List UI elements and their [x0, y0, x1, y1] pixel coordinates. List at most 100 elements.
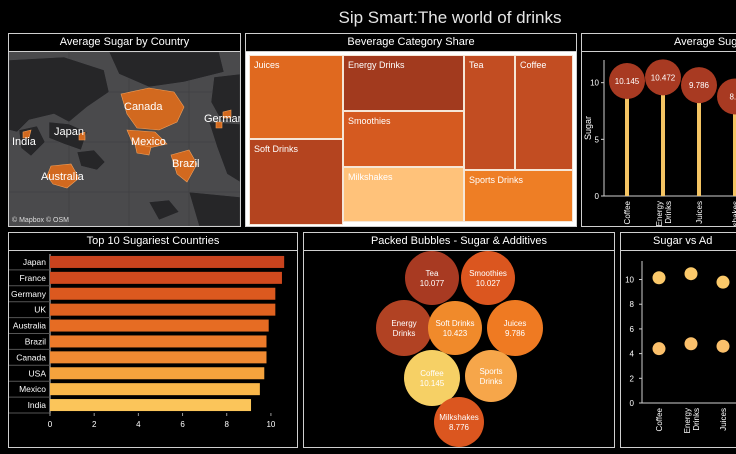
bar-label-australia: Australia: [13, 321, 46, 331]
bubble-label-smoothies: Smoothies 10.027: [469, 269, 507, 288]
map-panel: Average Sugar by Country: [8, 33, 241, 227]
y-tick-label: 8: [630, 300, 635, 309]
lollipop-panel: Average Suga Sugar 0 5 10 10.145 Coffee 10.472…: [581, 33, 736, 227]
bubble-smoothies: [461, 251, 515, 305]
lollipop-head-juices: [681, 67, 717, 104]
y-tick-label: 10: [625, 276, 634, 285]
bubble-sports-drinks: [465, 350, 517, 402]
map-label-mexico: Mexico: [131, 136, 166, 148]
lollipop-panel-title: Average Suga: [582, 34, 736, 52]
y-tick-label: 5: [595, 135, 600, 144]
bubble-soft-drinks: [428, 301, 482, 355]
bar-australia: [50, 319, 269, 332]
top10-panel: Top 10 Sugariest Countries Japan France Ge…: [8, 232, 298, 448]
treemap-tile-label: Tea: [469, 60, 484, 70]
bar-germany: [50, 287, 276, 300]
treemap-tile-juices[interactable]: Juices: [249, 55, 343, 139]
bar-label-canada: Canada: [16, 352, 46, 362]
treemap-panel: Beverage Category Share Juices Energy Dri…: [245, 33, 577, 227]
map-label-germany: Germar: [204, 113, 240, 125]
bubble-panel: Packed Bubbles - Sugar & Additives Tea 10…: [303, 232, 615, 448]
bubble-panel-title: Packed Bubbles - Sugar & Additives: [304, 233, 614, 251]
bar-france: [50, 271, 282, 284]
y-tick-label: 10: [590, 79, 599, 88]
map-label-canada: Canada: [124, 101, 163, 113]
scatter-point-additives-coffee: [652, 342, 666, 356]
lollipop-head-energy-drinks: [645, 59, 681, 96]
x-tick-label: 8: [225, 420, 230, 429]
bubble-label-milkshakes: Milkshakes 8.776: [439, 413, 479, 432]
lollipop-head-milkshakes: [717, 78, 736, 115]
map-panel-title: Average Sugar by Country: [9, 34, 240, 52]
map-label-japan: Japan: [54, 126, 84, 138]
x-tick-label-milkshakes: Milkshakes: [731, 201, 736, 226]
treemap-tile-soft-drinks[interactable]: Soft Drinks: [249, 139, 343, 225]
bar-mexico: [50, 383, 260, 396]
country-map[interactable]: Canada Germar Japan India Mexico Brazil …: [9, 52, 240, 226]
bar-canada: [50, 351, 267, 364]
bubble-label-sports-drinks: Sports Drinks: [479, 367, 502, 386]
bubble-label-coffee: Coffee 10.145: [420, 369, 445, 388]
treemap-tile-energy-drinks[interactable]: Energy Drinks: [343, 55, 464, 111]
x-tick-label-energy-drinks: EnergyDrinks: [655, 201, 673, 226]
y-tick-label: 0: [630, 399, 635, 408]
scatter-panel-title: Sugar vs Ad: [621, 233, 736, 251]
lollipop-value-label: 10.472: [651, 73, 676, 82]
bar-label-usa: USA: [29, 368, 47, 378]
lollipop-value-label: 10.145: [615, 77, 640, 86]
lollipop-head-coffee: [609, 63, 645, 100]
lollipop-value-label: 8.7: [729, 93, 736, 102]
treemap-tile-tea[interactable]: Tea: [464, 55, 515, 170]
treemap-tile-label: Milkshakes: [348, 172, 393, 182]
scatter-point-additives-energy-drinks: [684, 337, 698, 351]
scatter-point-sugar-energy-drinks: [684, 267, 698, 281]
treemap-tile-label: Sports Drinks: [469, 175, 524, 185]
x-tick-label-juices: Juices: [695, 201, 704, 224]
x-tick-label-coffee: Coffee: [623, 200, 632, 224]
bar-usa: [50, 367, 265, 380]
top10-panel-title: Top 10 Sugariest Countries: [9, 233, 297, 251]
x-tick-label-juices: Juices: [719, 408, 728, 431]
treemap-tile-smoothies[interactable]: Smoothies: [343, 111, 464, 167]
bar-label-brazil: Brazil: [25, 336, 46, 346]
bar-label-uk: UK: [34, 305, 46, 315]
scatter-point-sugar-juices: [716, 275, 730, 289]
scatter-panel: Sugar vs Ad 0 2 4 6 8 10 Coffee EnergyDrinks Jui…: [620, 232, 736, 448]
bubble-coffee: [404, 350, 460, 406]
bubble-milkshakes: [434, 397, 484, 447]
treemap-tile-label: Soft Drinks: [254, 144, 299, 154]
treemap-tile-sports-drinks[interactable]: Sports Drinks: [464, 170, 573, 222]
lollipop-value-label: 9.786: [689, 81, 710, 90]
map-label-brazil: Brazil: [172, 158, 200, 170]
bubble-tea: [405, 251, 459, 305]
map-label-australia: Australia: [41, 171, 85, 183]
bubble-label-energy-drinks: Energy Drinks: [391, 319, 416, 338]
bubble-label-juices: Juices 9.786: [504, 319, 527, 338]
treemap-tile-milkshakes[interactable]: Milkshakes: [343, 167, 464, 222]
treemap-panel-title: Beverage Category Share: [246, 34, 576, 52]
x-tick-label: 6: [180, 420, 185, 429]
bubble-label-tea: Tea 10.077: [420, 269, 445, 288]
y-tick-label: 0: [595, 192, 600, 201]
bar-japan: [50, 255, 285, 268]
sugar-vs-additives-chart: 0 2 4 6 8 10 Coffee EnergyDrinks Juices: [625, 261, 736, 433]
x-tick-label: 2: [92, 420, 97, 429]
bar-uk: [50, 303, 276, 316]
treemap-tile-label: Energy Drinks: [348, 60, 405, 70]
treemap-tile-coffee[interactable]: Coffee: [515, 55, 573, 170]
y-tick-label: 6: [630, 325, 635, 334]
map-attribution: © Mapbox © OSM: [12, 216, 69, 224]
scatter-point-sugar-coffee: [652, 271, 666, 285]
bubble-juices: [487, 300, 543, 356]
scatter-point-additives-juices: [716, 339, 730, 353]
packed-bubble-chart: Tea 10.077 Smoothies 10.027 Energy Drinks Soft…: [376, 251, 543, 447]
y-axis-label: Sugar: [583, 116, 593, 140]
bar-brazil: [50, 335, 267, 348]
x-tick-label-coffee: Coffee: [655, 407, 664, 431]
bar-label-japan: Japan: [23, 257, 46, 267]
bar-label-india: India: [28, 400, 47, 410]
bar-india: [50, 399, 252, 412]
map-label-india: India: [12, 136, 37, 148]
y-tick-label: 2: [630, 374, 635, 383]
dashboard-title: Sip Smart:The world of drinks: [338, 8, 562, 27]
